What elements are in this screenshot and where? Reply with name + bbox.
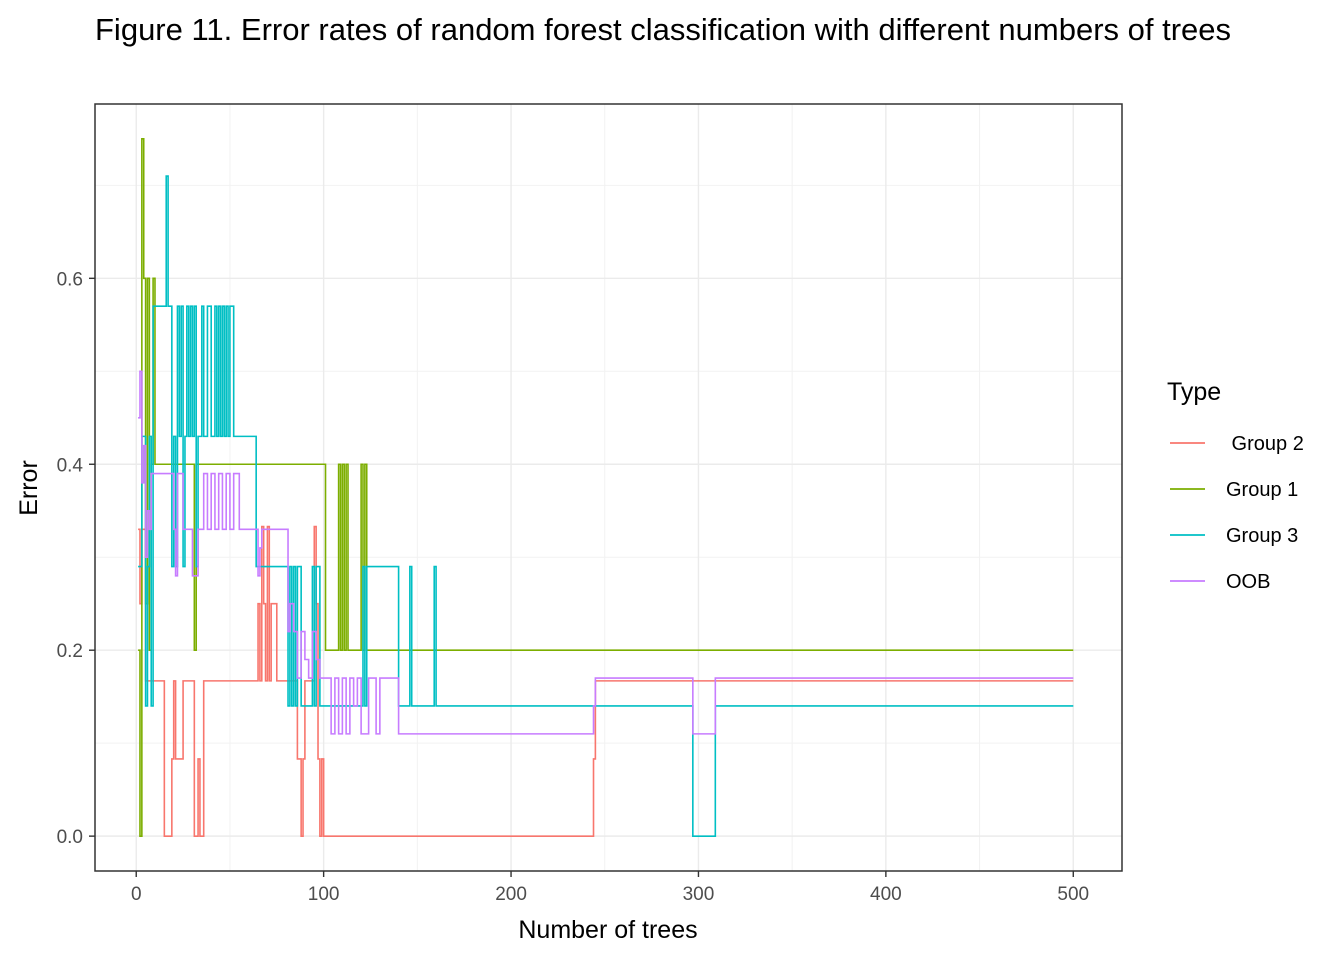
y-tick-label: 0.4: [57, 455, 84, 476]
y-tick-label: 0.0: [57, 827, 83, 848]
x-tick-label: 200: [495, 884, 527, 905]
legend: Type Group 2 Group 1 Group 3 OOB: [1167, 378, 1304, 593]
panel-border: [94, 103, 1123, 872]
y-tick-label: 0.6: [57, 269, 83, 290]
legend-label-group-2: Group 2: [1226, 433, 1304, 455]
y-axis-title: Error: [15, 460, 43, 516]
legend-title: Type: [1167, 378, 1221, 406]
panel-background: [95, 104, 1122, 871]
legend-label-oob: OOB: [1226, 571, 1270, 593]
x-tick-label: 400: [870, 884, 902, 905]
series-line-oob: [138, 370, 1074, 735]
series-lines: [138, 138, 1074, 837]
x-tick-label: 100: [308, 884, 340, 905]
x-tick-label: 500: [1057, 884, 1089, 905]
minor-gridlines: [95, 104, 1122, 871]
x-tick-label: 0: [131, 884, 142, 905]
series-line-group-2: [138, 525, 1074, 837]
x-tick-label: 300: [683, 884, 715, 905]
y-axis: 0.0 0.2 0.4 0.6: [57, 269, 95, 848]
legend-label-group-1: Group 1: [1226, 479, 1298, 501]
series-line-group-3: [138, 175, 1074, 837]
chart-title: Figure 11. Error rates of random forest …: [95, 12, 1232, 47]
x-axis: 0 100 200 300 400 500: [131, 871, 1089, 905]
x-axis-title: Number of trees: [518, 916, 697, 944]
y-tick-label: 0.2: [57, 641, 83, 662]
legend-label-group-3: Group 3: [1226, 525, 1298, 547]
